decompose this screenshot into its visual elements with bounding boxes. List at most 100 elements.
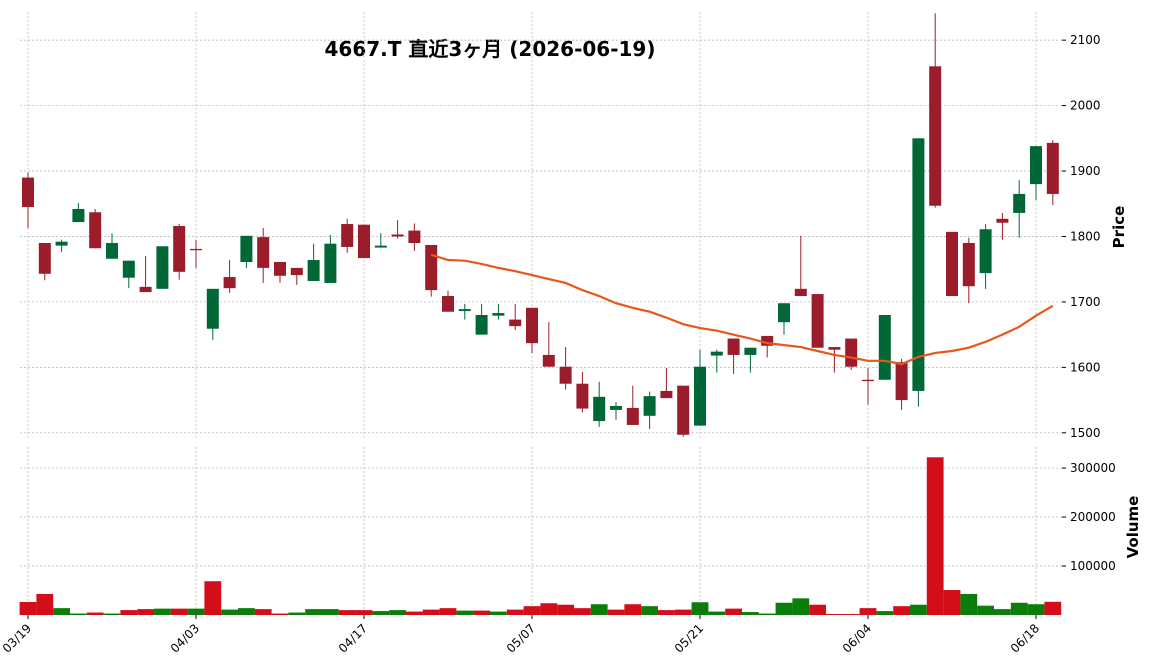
volume-bar [254,609,272,615]
candle-body [307,260,320,281]
x-tick-label: 04/03 [168,621,202,655]
candle-body [22,177,34,208]
candle-body [274,261,286,276]
candle-body [862,379,874,382]
volume-bar [86,612,104,615]
volume-bar [994,609,1011,615]
candle-body [475,315,488,335]
candle-body [895,362,908,401]
candle-body [223,277,236,289]
candle-body [106,243,118,259]
volume-bar [674,609,692,615]
volume-bar [557,604,574,615]
volume-bar [170,608,188,615]
candle-body [828,347,841,350]
candle-body [744,347,757,355]
volume-bar [809,604,826,615]
candle-body [324,243,337,283]
candle-body [72,208,85,223]
volume-bar [103,613,121,615]
candle-body [962,243,975,287]
volume-bar [221,609,238,615]
y-tick-label: 2000 [1070,99,1101,113]
volume-bar [355,610,373,615]
candle-body [610,405,622,410]
candle-body [677,385,690,435]
candle-body [139,286,152,293]
volume-bar [36,593,54,615]
candle-body [761,335,774,346]
volume-bar [288,612,306,615]
candle-body [156,246,169,289]
candle-body [408,230,421,244]
moving-average-line [430,253,1054,366]
y-tick-label: 1900 [1070,164,1101,178]
candle-body [458,309,471,312]
candle-body [979,229,992,274]
x-tick-label: 05/21 [672,621,706,655]
candle-body [710,351,723,356]
volume-bar [792,598,810,615]
volume-bar [624,604,642,615]
candle-body [190,248,202,251]
candle-body [996,218,1009,223]
candle-body [660,390,673,399]
volume-bar [204,581,222,615]
volume-bar [758,613,776,615]
volume-bar [926,457,944,615]
volume-bar [372,611,390,615]
x-tick-label: 06/04 [840,621,874,655]
candle-body [694,366,706,426]
volume-tick-label: 100000 [1070,559,1116,573]
volume-bar [574,608,591,615]
y-tick-label: 1800 [1070,229,1101,243]
candle-body [811,294,824,348]
candle-body [38,243,51,274]
volume-bar [154,608,171,615]
x-tick-label: 03/19 [0,621,34,655]
volume-axis-label: Volume [1124,496,1142,559]
candle-body [727,338,740,355]
volume-bar [943,590,961,615]
volume-bar [1010,602,1028,615]
candle-body [341,224,354,247]
candle-body [442,296,454,312]
volume-bar [70,613,87,615]
volume-bar [1027,604,1045,615]
y-tick-label: 1500 [1070,426,1101,440]
candle-body [509,319,522,327]
volume-bar [490,611,507,615]
volume-bar [590,604,608,615]
volume-bar [826,614,843,615]
volume-bar [658,610,675,615]
volume-bar [238,608,255,615]
volume-bar [338,610,356,615]
chart-title: 4667.T 直近3ヶ月 (2026-06-19) [325,37,656,61]
volume-bar [473,610,490,615]
volume-bar [960,593,978,615]
volume-bar [691,602,709,615]
candle-body [1013,193,1026,213]
volume-bar [607,609,625,615]
candle-body [358,224,370,259]
y-tick-label: 1700 [1070,295,1101,309]
volume-tick-label: 200000 [1070,510,1116,524]
volume-bar [305,609,322,615]
candle-body [122,260,135,278]
candle-body [946,231,958,297]
volume-bar [977,605,994,615]
candle-body [290,267,303,276]
volume-bar [19,602,37,615]
y-tick-label: 1600 [1070,360,1101,374]
candle-body [173,226,186,272]
candle-body [206,288,219,329]
volume-bar [506,609,524,615]
candle-body [374,245,387,248]
candle-body [1046,142,1059,194]
volume-bar [120,610,138,615]
candle-body [542,354,555,367]
volume-tick-label: 300000 [1070,461,1116,475]
volume-bar [859,608,877,615]
candle-body [593,396,606,422]
